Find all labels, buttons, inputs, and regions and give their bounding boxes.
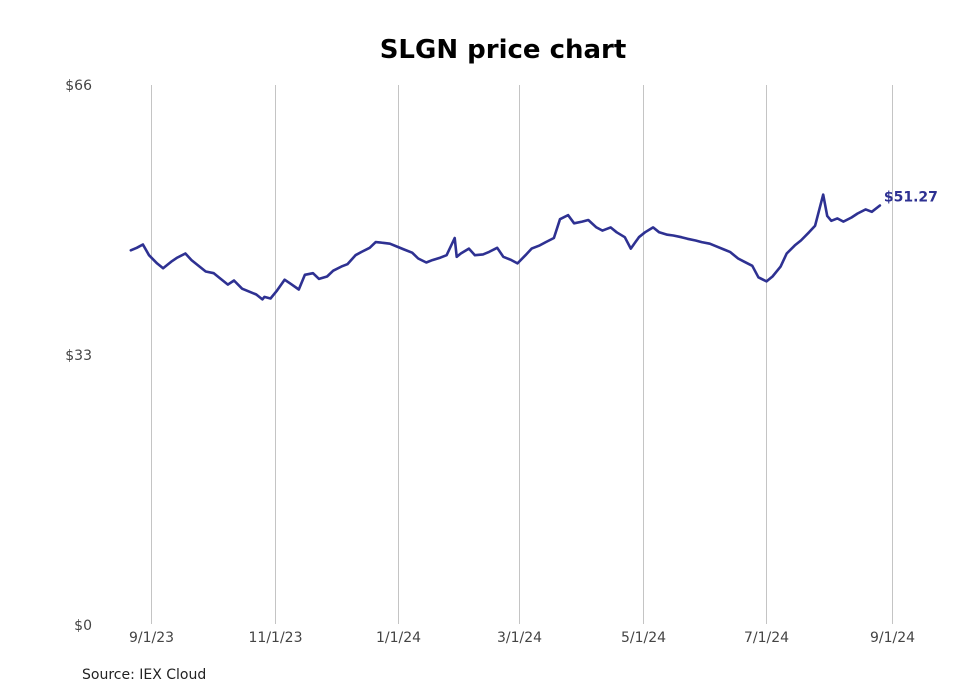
x-tick-label: 9/1/24 bbox=[870, 630, 915, 646]
chart-title: SLGN price chart bbox=[380, 35, 627, 65]
x-axis-ticks: 9/1/23 11/1/23 1/1/24 3/1/24 5/1/24 7/1/24 9/1… bbox=[129, 630, 915, 646]
source-note: Source: IEX Cloud bbox=[82, 667, 207, 683]
vertical-gridlines bbox=[151, 85, 893, 624]
x-tick-label: 11/1/23 bbox=[249, 630, 303, 646]
y-tick-label: $66 bbox=[65, 78, 92, 94]
x-tick-label: 1/1/24 bbox=[376, 630, 421, 646]
y-axis-ticks: $0 $33 $66 bbox=[65, 78, 92, 634]
price-series bbox=[129, 193, 882, 301]
last-price-label-group: $51.27 bbox=[884, 190, 938, 206]
x-tick-label: 7/1/24 bbox=[744, 630, 789, 646]
x-tick-label: 3/1/24 bbox=[497, 630, 542, 646]
x-tick-label: 9/1/23 bbox=[129, 630, 174, 646]
y-tick-label: $33 bbox=[65, 348, 92, 364]
y-tick-label: $0 bbox=[74, 618, 92, 634]
x-tick-label: 5/1/24 bbox=[621, 630, 666, 646]
last-price-label: $51.27 bbox=[884, 190, 938, 206]
price-line bbox=[129, 193, 882, 301]
